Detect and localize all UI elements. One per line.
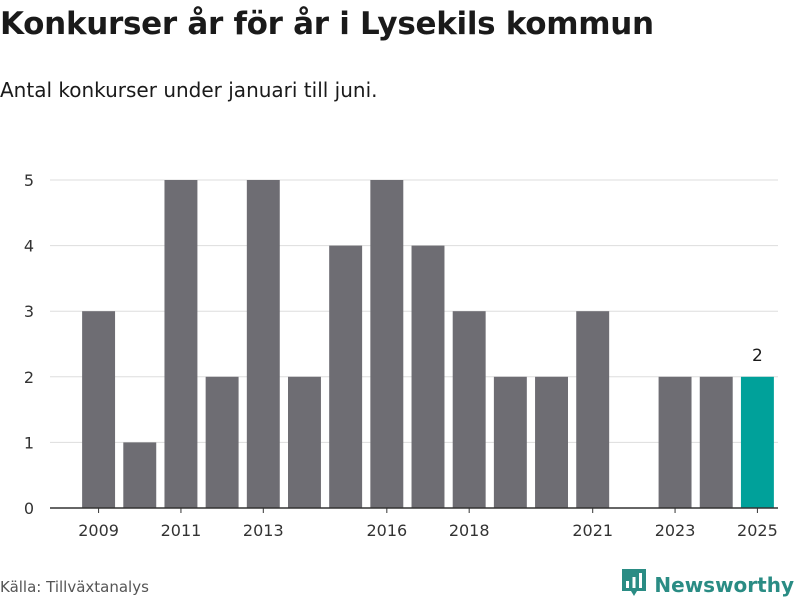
y-tick-label: 2: [24, 368, 34, 387]
bar: [370, 180, 404, 508]
y-tick-label: 1: [24, 433, 34, 452]
x-tick-label: 2018: [449, 521, 490, 540]
bar: [82, 311, 116, 508]
bar: [740, 376, 774, 508]
x-tick-label: 2013: [243, 521, 284, 540]
bar: [329, 245, 363, 508]
x-tick-label: 2011: [161, 521, 202, 540]
bar: [164, 180, 198, 508]
bar: [288, 376, 321, 508]
bar: [411, 245, 445, 508]
bar-chart: 0 1 2 3 4 5 2009 2011 2013 2016 2018 2021 2023 2025 2: [24, 171, 778, 540]
chart-subtitle: Antal konkurser under januari till juni.: [0, 78, 378, 102]
bar: [535, 376, 568, 508]
bar: [699, 376, 733, 508]
bar: [246, 180, 280, 508]
y-tick-label: 5: [24, 171, 34, 190]
y-tick-label: 0: [24, 499, 34, 518]
source-note: Källa: Tillväxtanalys: [0, 578, 149, 596]
y-tick-label: 3: [24, 302, 34, 321]
x-tick-label: 2021: [572, 521, 613, 540]
y-tick-label: 4: [24, 237, 34, 256]
x-tick-label: 2009: [78, 521, 119, 540]
bar: [493, 376, 527, 508]
data-label: 2: [752, 346, 763, 366]
x-tick-label: 2025: [737, 521, 778, 540]
x-tick-label: 2016: [366, 521, 407, 540]
bar: [658, 376, 692, 508]
bar: [123, 442, 157, 508]
bar: [205, 376, 239, 508]
bar: [576, 311, 610, 508]
chart-title: Konkurser år för år i Lysekils kommun: [0, 6, 654, 42]
newsworthy-logo-icon: [622, 569, 647, 600]
x-tick-label: 2023: [655, 521, 696, 540]
brand: Newsworthy: [622, 569, 794, 600]
bar: [452, 311, 486, 508]
brand-name: Newsworthy: [654, 572, 794, 597]
